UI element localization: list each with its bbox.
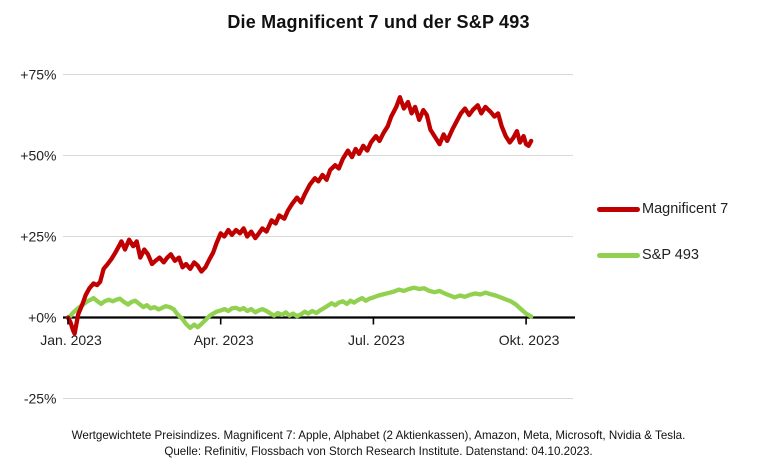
legend-swatch-magnificent-7-icon xyxy=(597,206,640,212)
footnote: Wertgewichtete Preisindizes. Magnificent… xyxy=(0,428,757,459)
y-tick-label: +75% xyxy=(20,67,56,83)
legend: Magnificent 7 S&P 493 xyxy=(597,199,728,265)
footnote-line-2: Quelle: Refinitiv, Flossbach von Storch … xyxy=(164,444,593,458)
footnote-line-1: Wertgewichtete Preisindizes. Magnificent… xyxy=(71,429,686,442)
y-tick-label: +50% xyxy=(20,148,56,164)
legend-label-sp493: S&P 493 xyxy=(642,247,699,263)
y-tick-label: +25% xyxy=(20,229,56,245)
legend-label-magnificent-7: Magnificent 7 xyxy=(642,201,729,217)
x-tick-label: Jul. 2023 xyxy=(348,332,405,348)
y-tick-label: -25% xyxy=(24,391,57,407)
x-tick-label: Apr. 2023 xyxy=(194,332,254,348)
x-tick-label: Jan. 2023 xyxy=(40,332,102,348)
legend-item-sp493: S&P 493 xyxy=(597,245,728,265)
series-line-s-p-493 xyxy=(65,285,534,331)
series-line-magnificent-7 xyxy=(65,95,534,336)
y-tick-label: +0% xyxy=(28,310,56,326)
legend-item-magnificent-7: Magnificent 7 xyxy=(597,199,728,219)
chart-title: Die Magnificent 7 und der S&P 493 xyxy=(227,12,530,32)
legend-swatch-sp493-icon xyxy=(597,252,640,258)
x-tick-label: Okt. 2023 xyxy=(499,332,560,348)
